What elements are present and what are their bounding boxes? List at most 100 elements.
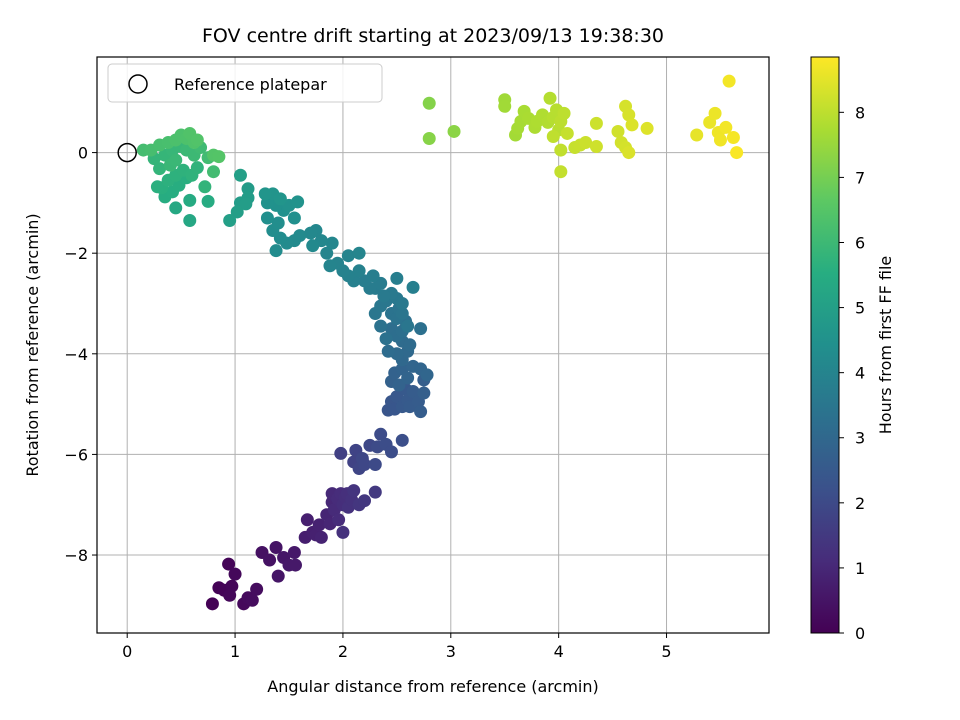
data-point bbox=[260, 211, 274, 225]
data-point bbox=[366, 269, 380, 283]
data-point bbox=[291, 195, 305, 209]
data-point bbox=[228, 567, 242, 581]
data-point bbox=[306, 239, 320, 253]
data-point bbox=[352, 264, 366, 278]
data-point bbox=[726, 130, 740, 144]
data-point bbox=[401, 319, 415, 333]
x-axis-ticks: 0 1 2 3 4 5 bbox=[122, 633, 672, 661]
colorbar-gradient bbox=[810, 56, 840, 634]
data-point bbox=[422, 131, 436, 145]
data-point bbox=[401, 371, 415, 385]
data-point bbox=[543, 91, 557, 105]
data-point bbox=[395, 433, 409, 447]
data-point bbox=[560, 126, 574, 140]
data-point bbox=[420, 368, 434, 382]
data-point bbox=[368, 457, 382, 471]
data-point bbox=[358, 457, 372, 471]
data-point bbox=[334, 446, 348, 460]
data-point bbox=[239, 197, 253, 211]
colorbar-tick-label: 7 bbox=[855, 168, 865, 187]
y-tick-label: −6 bbox=[64, 445, 88, 464]
data-point bbox=[390, 271, 404, 285]
data-point bbox=[611, 124, 625, 138]
data-point bbox=[347, 484, 361, 498]
legend: Reference platepar bbox=[107, 63, 383, 103]
data-point bbox=[201, 194, 215, 208]
data-point bbox=[263, 553, 277, 567]
y-tick-label: −2 bbox=[64, 244, 88, 263]
data-point bbox=[223, 588, 237, 602]
colorbar-tick-label: 5 bbox=[855, 299, 865, 318]
colorbar-label: Hours from first FF file bbox=[876, 256, 895, 435]
data-point bbox=[150, 180, 164, 194]
data-point bbox=[304, 226, 318, 240]
data-point bbox=[245, 593, 259, 607]
data-point bbox=[269, 540, 283, 554]
colorbar-ticks: 0 1 2 3 4 5 6 7 8 bbox=[839, 103, 865, 643]
data-point bbox=[625, 118, 639, 132]
data-point bbox=[377, 289, 391, 303]
data-point bbox=[153, 162, 167, 176]
colorbar-tick-label: 0 bbox=[855, 624, 865, 643]
data-point bbox=[233, 168, 247, 182]
data-point bbox=[241, 182, 255, 196]
data-point bbox=[417, 386, 431, 400]
data-point bbox=[205, 597, 219, 611]
data-point bbox=[713, 133, 727, 147]
data-point bbox=[374, 427, 388, 441]
colorbar-tick-label: 2 bbox=[855, 494, 865, 513]
data-point bbox=[258, 187, 272, 201]
y-tick-label: −8 bbox=[64, 546, 88, 565]
data-point bbox=[206, 165, 220, 179]
data-point bbox=[325, 236, 339, 250]
y-axis-label: Rotation from reference (arcmin) bbox=[23, 213, 42, 476]
x-tick-label: 3 bbox=[446, 642, 456, 661]
data-point bbox=[287, 211, 301, 225]
legend-marker-reference bbox=[128, 74, 148, 94]
data-point bbox=[190, 133, 204, 147]
data-point bbox=[198, 180, 212, 194]
plot-frame bbox=[96, 56, 770, 634]
data-point bbox=[589, 116, 603, 130]
data-point bbox=[183, 213, 197, 227]
colorbar-tick-label: 1 bbox=[855, 559, 865, 578]
data-point bbox=[690, 128, 704, 142]
y-tick-label: −4 bbox=[64, 345, 88, 364]
data-point bbox=[640, 121, 654, 135]
data-point bbox=[392, 378, 406, 392]
data-point bbox=[374, 319, 388, 333]
colorbar-tick-label: 3 bbox=[855, 429, 865, 448]
colorbar: 0 1 2 3 4 5 6 7 8 Hours from first FF file bbox=[810, 56, 895, 643]
data-point bbox=[414, 322, 428, 336]
data-point bbox=[381, 344, 395, 358]
data-point bbox=[390, 390, 404, 404]
data-point bbox=[273, 192, 287, 206]
x-tick-label: 4 bbox=[554, 642, 564, 661]
x-tick-label: 0 bbox=[122, 642, 132, 661]
data-point bbox=[269, 244, 283, 258]
data-point bbox=[406, 280, 420, 294]
data-point bbox=[352, 246, 366, 260]
data-point bbox=[422, 96, 436, 110]
data-point bbox=[271, 569, 285, 583]
data-point bbox=[288, 558, 302, 572]
colorbar-tick-label: 4 bbox=[855, 364, 865, 383]
colorbar-tick-label: 8 bbox=[855, 103, 865, 122]
colorbar-tick-label: 6 bbox=[855, 233, 865, 252]
data-point bbox=[708, 106, 722, 120]
data-point bbox=[557, 106, 571, 120]
data-point bbox=[579, 136, 593, 150]
data-point bbox=[312, 518, 326, 532]
data-point bbox=[169, 153, 183, 167]
data-point bbox=[403, 338, 417, 352]
data-point bbox=[341, 249, 355, 263]
data-point bbox=[447, 124, 461, 138]
data-point bbox=[358, 494, 372, 508]
data-point bbox=[395, 296, 409, 310]
data-point bbox=[384, 445, 398, 459]
data-point bbox=[223, 213, 237, 227]
data-point bbox=[314, 530, 328, 544]
data-point bbox=[332, 513, 346, 527]
data-point bbox=[230, 205, 244, 219]
